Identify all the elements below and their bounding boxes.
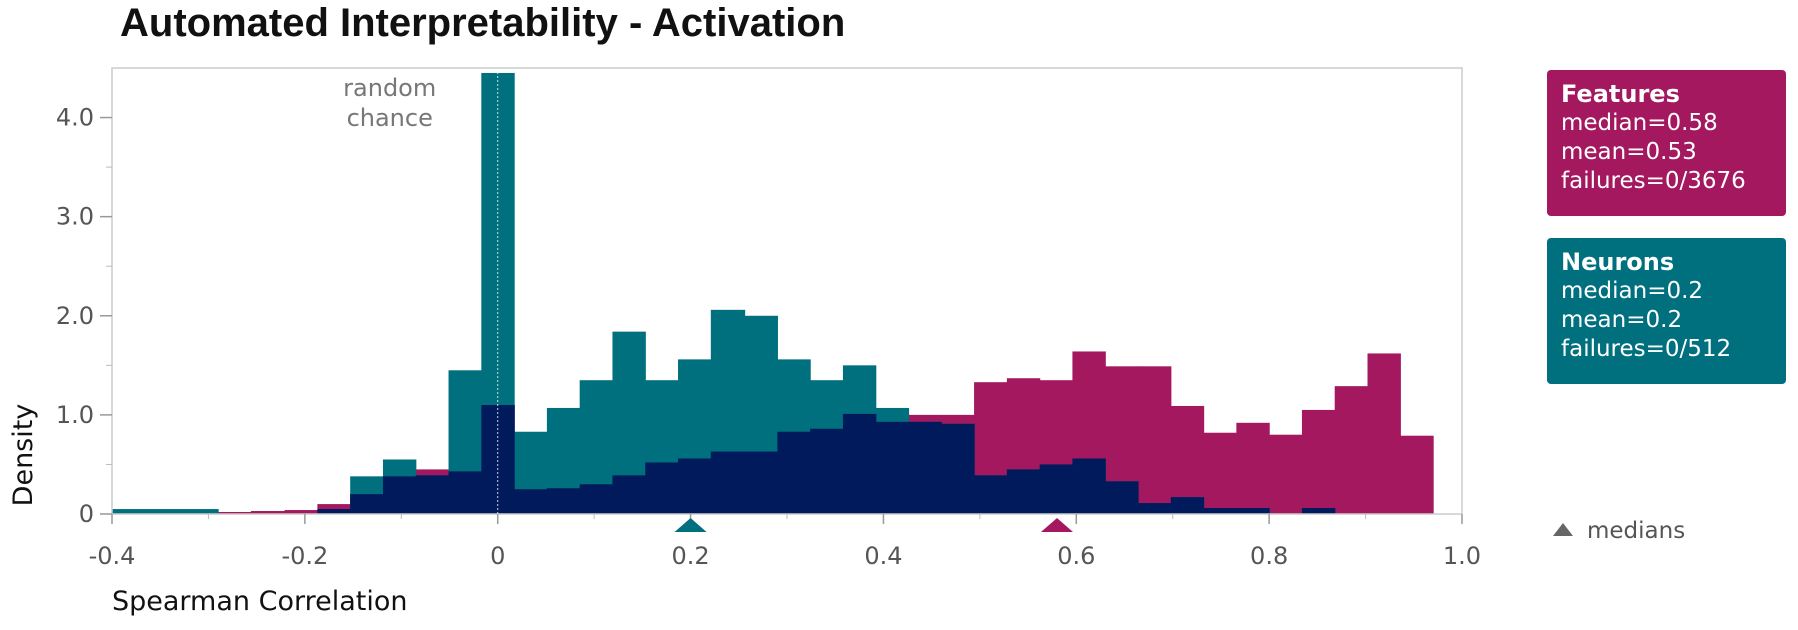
x-tick-label-5: 0.6 xyxy=(1057,542,1095,570)
overlap-bar-12 xyxy=(612,475,646,514)
overlap-bar-26 xyxy=(1072,458,1106,514)
features-bar-35 xyxy=(1367,353,1401,514)
median-markers xyxy=(674,518,1073,532)
x-tick-label-0: -0.4 xyxy=(89,542,136,570)
legend-features: Features median=0.58 mean=0.53 failures=… xyxy=(1547,70,1786,216)
neurons-median-marker xyxy=(674,518,707,532)
overlap-bar-7 xyxy=(448,471,482,514)
legend-neurons-title: Neurons xyxy=(1561,248,1675,276)
overlap-bar-4 xyxy=(350,494,384,514)
overlap-bar-31 xyxy=(1236,508,1270,514)
random-chance-label-line1: random xyxy=(343,74,436,102)
x-tick-label-3: 0.2 xyxy=(671,542,709,570)
legend-neurons: Neurons median=0.2 mean=0.2 failures=0/5… xyxy=(1547,238,1786,384)
median-triangle-icon xyxy=(1553,523,1573,536)
legend-features-title: Features xyxy=(1561,80,1680,108)
y-tick-label-2: 2.0 xyxy=(56,302,94,330)
x-tick-label-4: 0.4 xyxy=(864,542,902,570)
x-tick-label-1: -0.2 xyxy=(281,542,328,570)
features-bar-29 xyxy=(1170,405,1205,514)
overlap-bar-9 xyxy=(514,489,548,514)
overlap-bar-25 xyxy=(1039,464,1074,514)
overlap-bar-13 xyxy=(645,462,679,514)
features-bar-32 xyxy=(1269,434,1303,514)
overlap-bar-3 xyxy=(317,509,351,514)
overlap-bar-27 xyxy=(1105,481,1139,514)
y-tick-label-1: 1.0 xyxy=(56,401,94,429)
overlap-bar-23 xyxy=(974,475,1008,514)
features-bar-30 xyxy=(1203,432,1237,514)
x-tick-label-6: 0.8 xyxy=(1250,542,1288,570)
overlap-bar-11 xyxy=(579,484,614,514)
x-tick-label-7: 1.0 xyxy=(1443,542,1481,570)
x-tick-label-2: 0 xyxy=(490,542,505,570)
overlap-bar-22 xyxy=(941,423,975,514)
overlap-bar-6 xyxy=(415,475,450,514)
overlap-bar-29 xyxy=(1170,497,1205,514)
y-tick-label-0: 0 xyxy=(79,500,94,528)
medians-key: medians xyxy=(1553,518,1685,544)
legend-neurons-mean: mean=0.2 xyxy=(1561,307,1683,333)
neurons-bar-0 xyxy=(112,509,219,514)
legend-neurons-median: median=0.2 xyxy=(1561,278,1704,304)
overlap-bar-20 xyxy=(875,421,910,514)
overlap-bar-18 xyxy=(810,428,844,514)
features-bar-36 xyxy=(1400,435,1434,514)
x-axis-label: Spearman Correlation xyxy=(112,586,407,617)
chart-title: Automated Interpretability - Activation xyxy=(120,1,845,45)
features-bar-31 xyxy=(1236,422,1270,514)
bars-layer xyxy=(112,72,1434,514)
overlap-bar-28 xyxy=(1138,503,1172,514)
legend-features-failures: failures=0/3676 xyxy=(1561,168,1746,194)
random-chance-label-line2: chance xyxy=(347,104,433,132)
overlap-bar-17 xyxy=(777,431,811,514)
legend-features-median: median=0.58 xyxy=(1561,110,1718,136)
medians-key-label: medians xyxy=(1587,518,1686,544)
overlap-bar-24 xyxy=(1006,469,1041,514)
y-tick-label-4: 4.0 xyxy=(56,104,94,132)
overlap-bar-21 xyxy=(908,421,942,514)
legend-neurons-failures: failures=0/512 xyxy=(1561,336,1732,362)
overlap-bar-33 xyxy=(1301,508,1336,514)
features-bar-2 xyxy=(284,510,318,514)
axes-layer: -0.4 -0.2 0 0.2 0.4 0.6 0.8 1.0 0 1.0 2.0 3.0 4.0 xyxy=(56,104,1481,570)
legend-features-mean: mean=0.53 xyxy=(1561,139,1697,165)
overlap-bar-15 xyxy=(710,451,746,514)
y-tick-label-3: 3.0 xyxy=(56,203,94,231)
overlap-bar-19 xyxy=(842,413,877,514)
overlap-bar-16 xyxy=(744,451,778,514)
overlap-bar-14 xyxy=(678,458,712,514)
features-bar-34 xyxy=(1334,386,1369,514)
overlap-bar-10 xyxy=(546,488,581,514)
y-axis-label: Density xyxy=(8,404,39,507)
overlap-bar-5 xyxy=(382,476,417,514)
overlap-bar-30 xyxy=(1203,508,1237,514)
features-bar-1 xyxy=(250,511,286,514)
overlap-bar-8 xyxy=(481,404,515,514)
features-bar-0 xyxy=(218,512,252,514)
features-bar-33 xyxy=(1301,409,1336,514)
features-bar-28 xyxy=(1138,366,1172,514)
features-median-marker xyxy=(1041,518,1073,532)
